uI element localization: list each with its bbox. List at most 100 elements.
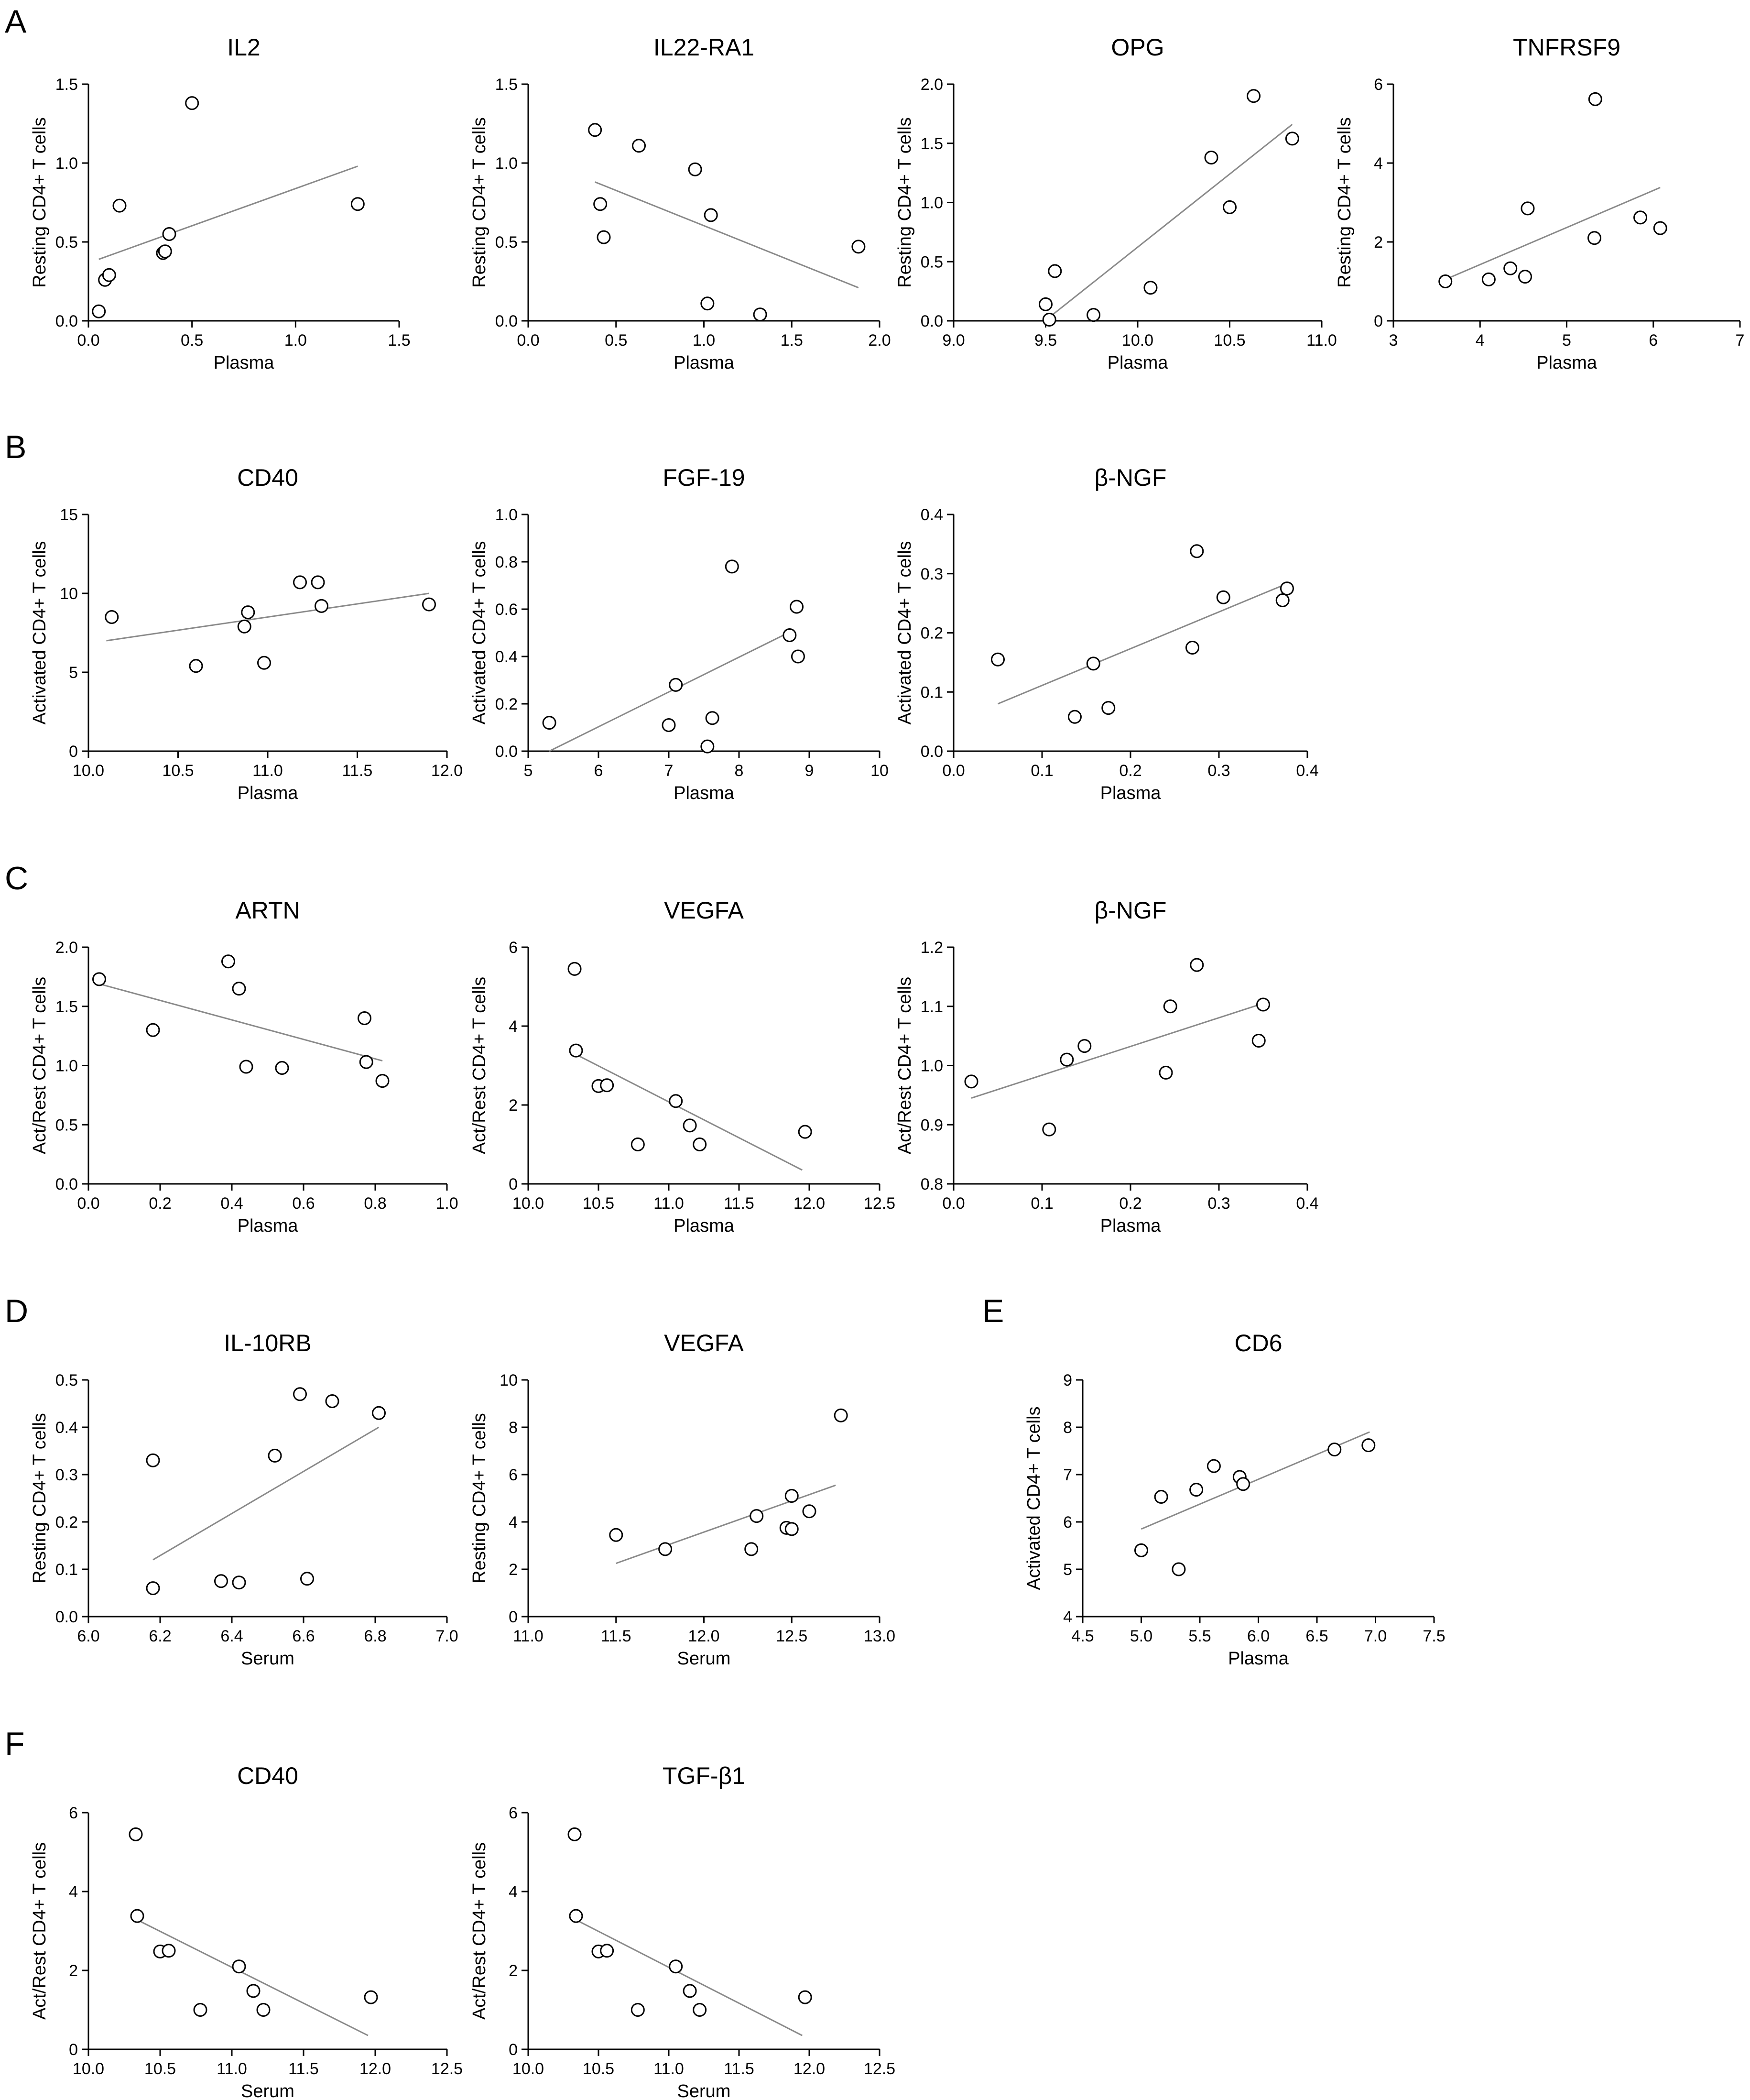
data-point xyxy=(725,559,739,574)
y-tick-label: 0.6 xyxy=(495,601,518,619)
x-tick-label: 7.0 xyxy=(435,1627,458,1645)
data-point xyxy=(241,605,255,620)
chart-title: TGF-β1 xyxy=(663,1762,745,1789)
regression-line xyxy=(574,1053,803,1171)
x-tick-label: 4 xyxy=(1476,331,1485,350)
data-point xyxy=(1060,1052,1074,1067)
x-axis-label: Plasma xyxy=(1100,1216,1162,1236)
x-tick-label: 7.5 xyxy=(1423,1627,1445,1645)
data-point xyxy=(1518,270,1532,284)
y-tick-label: 4 xyxy=(69,1883,78,1901)
data-point xyxy=(658,1542,673,1556)
x-tick-label: 12.0 xyxy=(793,2060,825,2078)
x-axis-label: Plasma xyxy=(214,353,275,373)
y-tick-label: 0.4 xyxy=(921,506,943,524)
chart-panel: FGF-19 5 6 7 8 9 10 0.0 0.2 0.4 0.6 0.8 1.0 Plasma Act… xyxy=(469,464,889,803)
chart-panel: OPG 9.0 9.5 10.0 10.5 11.0 0.0 0.5 1.0 1.5 2.0 Plas… xyxy=(895,34,1337,373)
x-tick-label: 6.0 xyxy=(1247,1627,1270,1645)
data-point xyxy=(256,2003,271,2017)
y-tick-label: 2 xyxy=(1374,233,1383,252)
x-tick-label: 11.5 xyxy=(601,1627,631,1645)
data-point xyxy=(784,1522,799,1536)
y-tick-label: 0.2 xyxy=(55,1513,78,1531)
data-point xyxy=(1361,1438,1376,1453)
chart-title: IL22-RA1 xyxy=(653,34,754,61)
data-point xyxy=(1236,1477,1250,1491)
y-tick-label: 6 xyxy=(509,1466,518,1484)
data-point xyxy=(185,96,199,110)
data-point xyxy=(221,954,235,969)
data-point xyxy=(669,1094,683,1108)
x-tick-label: 7.0 xyxy=(1364,1627,1387,1645)
chart-panel: VEGFA 11.0 11.5 12.0 12.5 13.0 0 2 4 6 8 10 Serum Res… xyxy=(469,1330,895,1669)
x-tick-label: 0.0 xyxy=(942,1194,965,1213)
x-tick-label: 0.5 xyxy=(181,331,203,350)
data-point xyxy=(1172,1562,1186,1576)
x-tick-label: 1.0 xyxy=(693,331,715,350)
x-tick-label: 0.0 xyxy=(942,762,965,780)
x-tick-label: 6 xyxy=(1649,331,1658,350)
y-tick-label: 6 xyxy=(69,1804,78,1822)
chart-title: CD40 xyxy=(237,1762,298,1789)
data-point xyxy=(1190,958,1204,972)
data-point xyxy=(669,678,683,692)
y-tick-label: 0 xyxy=(69,743,78,761)
data-point xyxy=(311,575,325,590)
chart-title: FGF-19 xyxy=(663,464,745,491)
chart-title: β-NGF xyxy=(1095,464,1167,491)
regression-line xyxy=(1049,123,1293,318)
data-point xyxy=(790,600,804,614)
data-point xyxy=(1280,581,1294,596)
data-point xyxy=(784,1489,799,1503)
y-tick-label: 6 xyxy=(1374,76,1383,94)
x-tick-label: 10.0 xyxy=(1122,331,1153,350)
regression-line xyxy=(106,592,429,642)
data-point xyxy=(375,1074,390,1088)
data-point xyxy=(791,649,805,664)
x-axis-label: Plasma xyxy=(1100,783,1162,803)
data-point xyxy=(358,1011,371,1025)
x-tick-label: 12.5 xyxy=(864,1194,895,1213)
y-tick-label: 7 xyxy=(1063,1466,1072,1484)
chart-panel: β-NGF 0.0 0.1 0.2 0.3 0.4 0.8 0.9 1.0 1.1 1.2 Plasm… xyxy=(895,897,1319,1236)
data-point xyxy=(146,1453,160,1467)
y-tick-label: 0.5 xyxy=(55,1371,78,1389)
y-axis-label: Resting CD4+ T cells xyxy=(1335,117,1355,288)
y-tick-label: 6 xyxy=(509,1804,518,1822)
y-tick-label: 0.2 xyxy=(495,695,518,713)
regression-line xyxy=(971,1003,1263,1099)
x-tick-label: 12.0 xyxy=(359,2060,391,2078)
x-tick-label: 6 xyxy=(594,762,603,780)
y-tick-label: 2.0 xyxy=(921,76,943,94)
data-point xyxy=(1042,1122,1056,1137)
y-tick-label: 0.8 xyxy=(921,1175,943,1193)
x-tick-label: 11.0 xyxy=(217,2060,247,2078)
data-point xyxy=(112,198,127,213)
y-tick-label: 4 xyxy=(509,1883,518,1901)
data-point xyxy=(1189,1483,1204,1497)
data-point xyxy=(569,1043,583,1058)
x-tick-label: 0.4 xyxy=(1296,762,1318,780)
y-tick-label: 2 xyxy=(69,1962,78,1980)
y-tick-label: 4 xyxy=(1063,1608,1072,1626)
y-tick-label: 6 xyxy=(1063,1513,1072,1531)
y-tick-label: 5 xyxy=(69,664,78,682)
y-tick-label: 0.5 xyxy=(921,253,943,271)
data-point xyxy=(162,1944,176,1958)
chart-title: CD6 xyxy=(1234,1330,1282,1356)
x-tick-label: 6.6 xyxy=(292,1627,315,1645)
chart-panel: IL22-RA1 0.0 0.5 1.0 1.5 2.0 0.0 0.5 1.0 1.5 Plasm… xyxy=(469,34,891,373)
x-tick-label: 11.0 xyxy=(1306,331,1337,350)
data-point xyxy=(237,619,251,634)
x-tick-label: 0.4 xyxy=(1296,1194,1318,1213)
x-tick-label: 10 xyxy=(870,762,889,780)
x-tick-label: 0.2 xyxy=(1119,1194,1141,1213)
data-point xyxy=(802,1504,816,1519)
x-tick-label: 1.0 xyxy=(435,1194,458,1213)
data-point xyxy=(1207,1459,1221,1473)
x-tick-label: 0.0 xyxy=(517,331,539,350)
y-tick-label: 1.1 xyxy=(921,998,943,1016)
chart-title: TNFRSF9 xyxy=(1513,34,1620,61)
y-tick-label: 1.0 xyxy=(495,154,518,173)
y-tick-label: 0.8 xyxy=(495,553,518,571)
